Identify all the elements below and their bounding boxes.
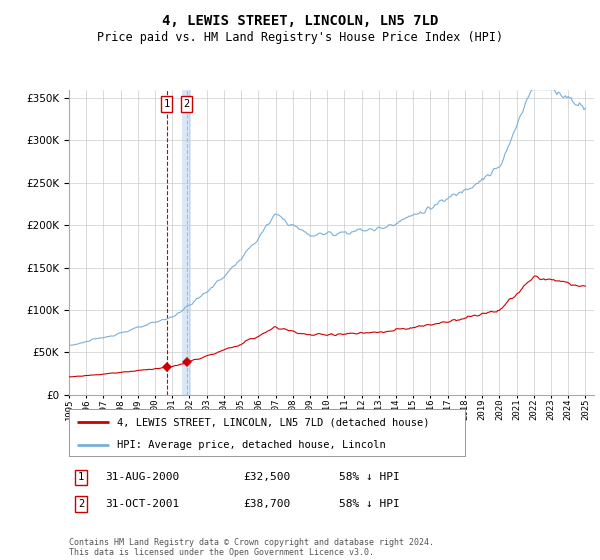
Bar (182, 90, 191, 395)
Text: 4, LEWIS STREET, LINCOLN, LN5 7LD: 4, LEWIS STREET, LINCOLN, LN5 7LD (162, 14, 438, 28)
Text: £32,500: £32,500 (243, 472, 290, 482)
Text: 58% ↓ HPI: 58% ↓ HPI (339, 499, 400, 509)
Text: 2: 2 (184, 99, 190, 109)
Text: Price paid vs. HM Land Registry's House Price Index (HPI): Price paid vs. HM Land Registry's House … (97, 31, 503, 44)
Text: 31-OCT-2001: 31-OCT-2001 (105, 499, 179, 509)
Text: 1: 1 (163, 99, 170, 109)
Text: 1: 1 (78, 472, 84, 482)
Text: 4, LEWIS STREET, LINCOLN, LN5 7LD (detached house): 4, LEWIS STREET, LINCOLN, LN5 7LD (detac… (116, 417, 429, 427)
Text: Contains HM Land Registry data © Crown copyright and database right 2024.
This d: Contains HM Land Registry data © Crown c… (69, 538, 434, 557)
Text: 2: 2 (78, 499, 84, 509)
Text: HPI: Average price, detached house, Lincoln: HPI: Average price, detached house, Linc… (116, 440, 385, 450)
Text: 31-AUG-2000: 31-AUG-2000 (105, 472, 179, 482)
Text: 58% ↓ HPI: 58% ↓ HPI (339, 472, 400, 482)
Text: £38,700: £38,700 (243, 499, 290, 509)
